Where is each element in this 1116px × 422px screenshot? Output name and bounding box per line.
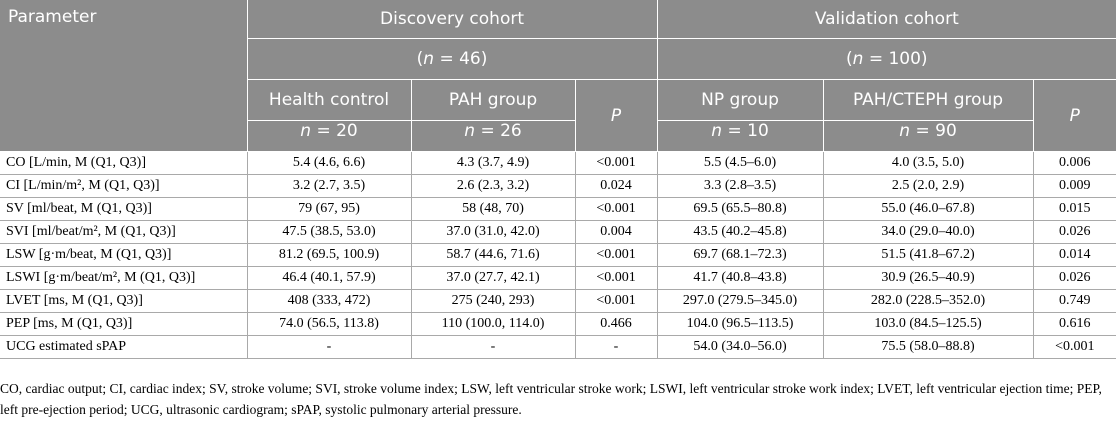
p-value-validation-cell: 0.749 (1032, 289, 1116, 313)
p-value-discovery-cell: 0.004 (574, 220, 658, 244)
health-control-cell: 79 (67, 95) (246, 197, 411, 221)
np-group-cell: 69.5 (65.5–80.8) (656, 197, 824, 221)
np-group-cell: 43.5 (40.2–45.8) (656, 220, 824, 244)
parameter-cell: LVET [ms, M (Q1, Q3)] (0, 289, 247, 313)
parameter-cell: CI [L/min/m², M (Q1, Q3)] (0, 174, 247, 198)
pah-group-cell: 37.0 (31.0, 42.0) (410, 220, 575, 244)
validation-cohort-header: Validation cohort (656, 0, 1116, 39)
table-row: LVET [ms, M (Q1, Q3)] 408 (333, 472) 275 (… (0, 289, 1116, 313)
pah-group-cell: 275 (240, 293) (410, 289, 575, 313)
discovery-n-header: (n = 46) (246, 38, 658, 80)
pah-cteph-group-cell: 103.0 (84.5–125.5) (822, 312, 1034, 336)
pah-group-cell: 58 (48, 70) (410, 197, 575, 221)
p-value-validation-cell: 0.014 (1032, 243, 1116, 267)
table-row: CI [L/min/m², M (Q1, Q3)] 3.2 (2.7, 3.5) 2… (0, 174, 1116, 198)
health-control-cell: 3.2 (2.7, 3.5) (246, 174, 411, 198)
parameter-header: Parameter (0, 0, 247, 152)
pah-cteph-group-cell: 75.5 (58.0–88.8) (822, 335, 1034, 359)
table-row: SVI [ml/beat/m², M (Q1, Q3)] 47.5 (38.5, … (0, 220, 1116, 244)
np-group-cell: 104.0 (96.5–113.5) (656, 312, 824, 336)
table-footnote: CO, cardiac output; CI, cardiac index; S… (0, 381, 1102, 417)
pah-cteph-group-cell: 4.0 (3.5, 5.0) (822, 151, 1034, 175)
pah-group-cell: 110 (100.0, 114.0) (410, 312, 575, 336)
table-row: LSW [g·m/beat, M (Q1, Q3)] 81.2 (69.5, 10… (0, 243, 1116, 267)
results-table: Parameter Discovery cohort Validation co… (0, 0, 1116, 359)
p-value-validation-cell: 0.009 (1032, 174, 1116, 198)
p-header-validation: P (1032, 79, 1116, 152)
p-value-discovery-cell: <0.001 (574, 151, 658, 175)
pah-cteph-group-cell: 51.5 (41.8–67.2) (822, 243, 1034, 267)
pah-group-cell: 58.7 (44.6, 71.6) (410, 243, 575, 267)
p-value-validation-cell: 0.026 (1032, 220, 1116, 244)
np-group-cell: 41.7 (40.8–43.8) (656, 266, 824, 290)
p-value-discovery-cell: <0.001 (574, 243, 658, 267)
np-group-cell: 297.0 (279.5–345.0) (656, 289, 824, 313)
health-control-cell: 46.4 (40.1, 57.9) (246, 266, 411, 290)
health-control-cell: 74.0 (56.5, 113.8) (246, 312, 411, 336)
health-control-cell: 81.2 (69.5, 100.9) (246, 243, 411, 267)
p-header-discovery: P (574, 79, 658, 152)
validation-n-header: (n = 100) (656, 38, 1116, 80)
table-row: SV [ml/beat, M (Q1, Q3)] 79 (67, 95) 58 (4… (0, 197, 1116, 221)
parameter-cell: LSWI [g·m/beat/m², M (Q1, Q3)] (0, 266, 247, 290)
p-value-discovery-cell: <0.001 (574, 197, 658, 221)
np-group-cell: 5.5 (4.5–6.0) (656, 151, 824, 175)
p-value-discovery-cell: 0.466 (574, 312, 658, 336)
p-value-discovery-cell: 0.024 (574, 174, 658, 198)
np-group-cell: 69.7 (68.1–72.3) (656, 243, 824, 267)
pah-cteph-group-cell: 34.0 (29.0–40.0) (822, 220, 1034, 244)
pah-group-cell: 2.6 (2.3, 3.2) (410, 174, 575, 198)
table-row: UCG estimated sPAP - - -54.0 (34.0–56.0) 75.… (0, 335, 1116, 359)
np-group-n: n = 10 (656, 120, 824, 152)
table-row: CO [L/min, M (Q1, Q3)] 5.4 (4.6, 6.6) 4.3 … (0, 151, 1116, 175)
health-control-n: n = 20 (246, 120, 411, 152)
p-value-discovery-cell: <0.001 (574, 289, 658, 313)
p-value-discovery-cell: <0.001 (574, 266, 658, 290)
parameter-cell: PEP [ms, M (Q1, Q3)] (0, 312, 247, 336)
pah-group-cell: 4.3 (3.7, 4.9) (410, 151, 575, 175)
health-control-cell: 47.5 (38.5, 53.0) (246, 220, 411, 244)
parameter-cell: SVI [ml/beat/m², M (Q1, Q3)] (0, 220, 247, 244)
table-row: PEP [ms, M (Q1, Q3)] 74.0 (56.5, 113.8) 11… (0, 312, 1116, 336)
table-row: LSWI [g·m/beat/m², M (Q1, Q3)] 46.4 (40.1… (0, 266, 1116, 290)
health-control-cell: 408 (333, 472) (246, 289, 411, 313)
p-value-validation-cell: 0.015 (1032, 197, 1116, 221)
pah-cteph-group-cell: 282.0 (228.5–352.0) (822, 289, 1034, 313)
np-group-cell: 3.3 (2.8–3.5) (656, 174, 824, 198)
health-control-cell: 5.4 (4.6, 6.6) (246, 151, 411, 175)
parameter-cell: UCG estimated sPAP (0, 335, 247, 359)
pah-cteph-group-cell: 30.9 (26.5–40.9) (822, 266, 1034, 290)
p-value-validation-cell: 0.616 (1032, 312, 1116, 336)
table-body: CO [L/min, M (Q1, Q3)] 5.4 (4.6, 6.6) 4.3 … (0, 151, 1116, 359)
discovery-cohort-header: Discovery cohort (246, 0, 658, 39)
pah-cteph-group-n: n = 90 (822, 120, 1034, 152)
p-value-validation-cell: 0.026 (1032, 266, 1116, 290)
pah-cteph-group-cell: 55.0 (46.0–67.8) (822, 197, 1034, 221)
pah-group-cell: - (410, 335, 575, 359)
pah-cteph-group-cell: 2.5 (2.0, 2.9) (822, 174, 1034, 198)
parameter-cell: SV [ml/beat, M (Q1, Q3)] (0, 197, 247, 221)
health-control-cell: - (246, 335, 411, 359)
np-group-header: NP group (656, 79, 824, 121)
pah-group-cell: 37.0 (27.7, 42.1) (410, 266, 575, 290)
p-value-discovery-cell: - (574, 335, 658, 359)
parameter-cell: CO [L/min, M (Q1, Q3)] (0, 151, 247, 175)
np-group-cell: 54.0 (34.0–56.0) (656, 335, 824, 359)
pah-group-n: n = 26 (410, 120, 575, 152)
pah-group-header: PAH group (410, 79, 575, 121)
p-value-validation-cell: 0.006 (1032, 151, 1116, 175)
pah-cteph-group-header: PAH/CTEPH group (822, 79, 1034, 121)
p-value-validation-cell: <0.001 (1032, 335, 1116, 359)
health-control-header: Health control (246, 79, 411, 121)
parameter-cell: LSW [g·m/beat, M (Q1, Q3)] (0, 243, 247, 267)
